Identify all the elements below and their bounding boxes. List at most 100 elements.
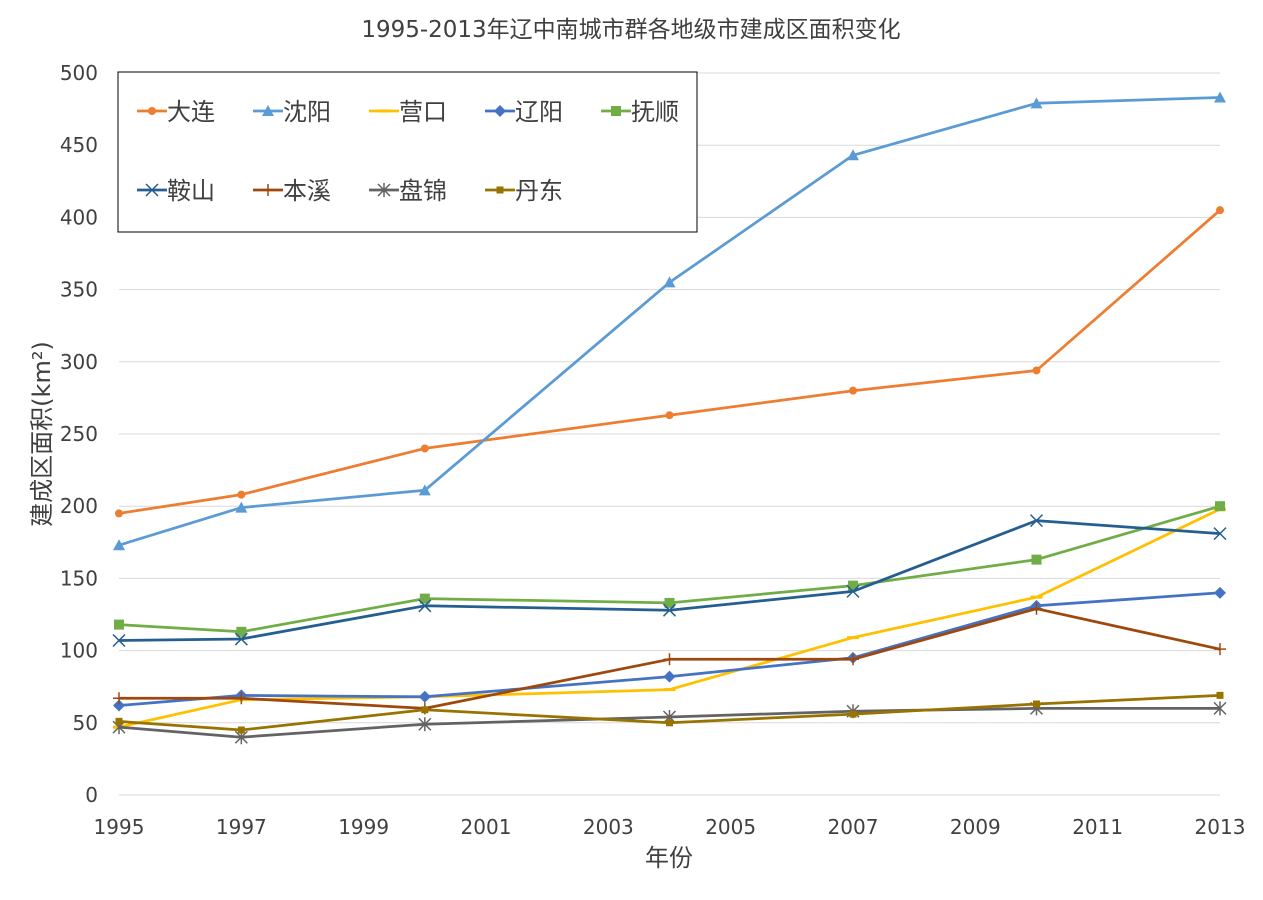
data-point [113,539,125,551]
data-point [418,484,431,496]
data-point [663,670,676,683]
legend-label: 沈阳 [283,98,331,126]
data-point [419,593,430,604]
legend-item-辽阳: 辽阳 [485,98,563,126]
legend-swatch-marker [262,184,274,196]
data-point [237,726,245,734]
data-point [1214,586,1226,599]
legend-item-丹东: 丹东 [485,177,563,205]
legend-swatch-marker [148,107,156,115]
data-point [665,411,674,420]
series-本溪 [113,602,1226,715]
series-鞍山 [112,514,1227,648]
data-point [1033,700,1040,708]
data-point [113,692,125,705]
legend-item-鞍山: 鞍山 [137,177,215,205]
legend-swatch-marker [377,183,391,197]
data-point [664,597,675,608]
y-axis-title: 建成区面积(km²) [28,341,56,527]
data-point [1214,91,1226,103]
data-point [113,699,125,712]
x-tick-label: 2005 [705,815,756,839]
data-point [1213,701,1227,716]
series-抚顺 [114,501,1225,637]
legend-box [117,71,698,233]
data-point [237,490,246,499]
data-point [114,619,124,630]
data-point [115,717,123,725]
legend-label: 盘锦 [399,177,447,205]
legend-item-本溪: 本溪 [253,177,331,205]
y-tick-label: 0 [85,783,98,807]
data-point [666,719,673,727]
data-point [236,626,247,637]
x-tick-label: 2013 [1195,815,1246,839]
data-point [1213,527,1227,541]
legend-item-沈阳: 沈阳 [253,98,331,126]
data-point [418,599,432,613]
x-tick-labels: 1995 1997 1999 2001 2003 2005 2007 2009 2011 2013 [94,815,1246,839]
y-tick-label: 300 [60,350,98,374]
data-point [115,509,123,518]
legend-swatch-marker [611,106,621,116]
legend-label: 大连 [167,98,215,126]
data-point [1031,554,1042,565]
y-tick-label: 100 [60,639,98,663]
x-tick-label: 1995 [94,815,145,839]
series-大连 [115,206,1224,518]
x-tick-label: 2001 [461,815,512,839]
data-point [235,692,248,705]
legend-swatch-marker [494,105,506,117]
data-point [1215,501,1225,512]
data-point [662,603,677,617]
legend-label: 辽阳 [515,98,563,126]
data-point [1216,691,1224,699]
y-tick-label: 50 [73,711,98,735]
data-point [421,706,429,714]
series-丹东 [115,691,1224,734]
data-point [235,501,248,513]
x-tick-label: 2011 [1072,815,1123,839]
data-point [849,710,857,718]
series-line [118,519,1221,642]
legend-item-大连: 大连 [137,98,215,126]
y-tick-label: 200 [60,494,98,518]
legend-label: 鞍山 [167,177,215,205]
chart-title: 1995-2013年辽中南城市群各地级市建成区面积变化 [361,17,900,43]
x-tick-label: 1997 [216,815,267,839]
y-tick-labels: 0 50 100 150 200 250 300 350 400 450 500 [60,61,98,807]
data-point [847,149,859,161]
data-point [1216,206,1224,215]
legend-item-盘锦: 盘锦 [369,177,447,205]
series-layer [112,91,1227,745]
y-tick-label: 350 [60,278,98,302]
data-point [418,690,431,703]
x-tick-label: 2007 [828,815,879,839]
legend-swatch-marker [496,186,504,194]
data-point [1214,643,1226,656]
x-tick-label: 2009 [950,815,1001,839]
legend-item-抚顺: 抚顺 [601,98,679,126]
data-point [1030,602,1043,615]
data-point [234,632,248,646]
data-point [1032,366,1041,375]
data-point [1030,97,1043,109]
data-point [849,386,857,395]
data-point [418,717,432,732]
data-point [112,633,126,648]
x-tick-label: 1999 [338,815,389,839]
legend-label: 丹东 [515,177,563,205]
y-tick-label: 500 [60,61,98,85]
legend-item-营口: 营口 [369,98,447,126]
legend-swatch-marker [262,105,274,116]
x-axis-title: 年份 [645,844,693,872]
y-tick-label: 400 [60,205,98,229]
data-point [663,276,676,288]
series-沈阳 [113,91,1226,551]
data-point [848,580,858,591]
y-tick-label: 150 [60,566,98,590]
data-point [420,444,429,453]
